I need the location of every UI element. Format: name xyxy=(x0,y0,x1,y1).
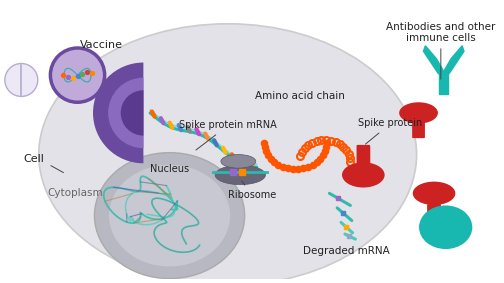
Ellipse shape xyxy=(342,162,385,188)
Wedge shape xyxy=(108,78,144,148)
Text: Ribosome: Ribosome xyxy=(228,181,276,200)
Wedge shape xyxy=(121,90,144,136)
Text: Spike protein: Spike protein xyxy=(358,119,423,144)
Polygon shape xyxy=(444,46,464,77)
Ellipse shape xyxy=(221,155,256,168)
Ellipse shape xyxy=(399,102,438,124)
Text: Vaccine: Vaccine xyxy=(80,40,123,50)
Text: Cell: Cell xyxy=(24,155,44,164)
Polygon shape xyxy=(423,46,444,77)
Circle shape xyxy=(50,48,105,102)
Text: Amino acid chain: Amino acid chain xyxy=(256,91,345,101)
Ellipse shape xyxy=(413,182,455,205)
FancyBboxPatch shape xyxy=(412,123,425,138)
Polygon shape xyxy=(439,72,448,94)
Ellipse shape xyxy=(419,205,472,249)
Circle shape xyxy=(5,63,38,97)
FancyBboxPatch shape xyxy=(356,145,370,173)
Text: Antibodies and other
immune cells: Antibodies and other immune cells xyxy=(386,22,495,79)
Text: Degraded mRNA: Degraded mRNA xyxy=(302,246,389,256)
Text: Nucleus: Nucleus xyxy=(150,164,189,174)
Text: Spike protein mRNA: Spike protein mRNA xyxy=(179,121,277,150)
Wedge shape xyxy=(93,63,144,163)
Ellipse shape xyxy=(94,153,244,278)
FancyBboxPatch shape xyxy=(427,204,441,221)
Ellipse shape xyxy=(109,165,230,267)
Text: Cytoplasm: Cytoplasm xyxy=(48,188,103,198)
Ellipse shape xyxy=(39,24,417,283)
Ellipse shape xyxy=(215,165,266,185)
